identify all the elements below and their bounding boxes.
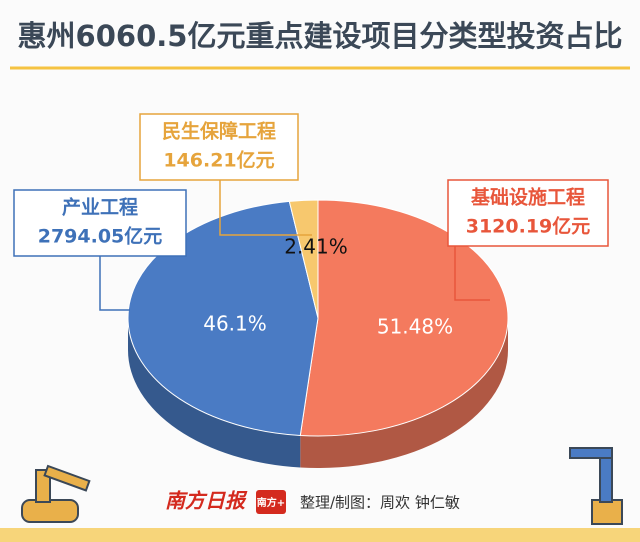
- robot-left: [21, 464, 91, 523]
- credit: 整理/制图：周欢 钟仁敏: [300, 494, 460, 512]
- slice: [127, 200, 319, 437]
- callout-name: 民生保障工程: [162, 120, 276, 143]
- slice: [288, 199, 319, 319]
- callout-name: 基础设施工程: [470, 186, 585, 209]
- leader-line: [99, 256, 130, 311]
- logo-box: [256, 490, 286, 514]
- value-label: 2.41%: [284, 235, 348, 259]
- brand: 南方日报: [165, 489, 248, 513]
- value-label: 51.48%: [377, 315, 453, 339]
- bottom-strip: [0, 528, 640, 542]
- callout-amount: 2794.05亿元: [38, 225, 163, 248]
- slice: [299, 199, 509, 437]
- slice-side: [300, 318, 508, 468]
- logo: 南方+: [257, 496, 285, 509]
- value-label: 46.1%: [203, 312, 267, 336]
- callout-name: 产业工程: [62, 196, 138, 219]
- leader-line: [454, 246, 490, 301]
- callout-box: [447, 179, 609, 247]
- robot-right: [569, 447, 623, 525]
- leader-line: [219, 180, 312, 236]
- callout-amount: 3120.19亿元: [466, 215, 591, 238]
- callout-box: [13, 189, 187, 257]
- callout-box: [139, 113, 299, 181]
- callout-amount: 146.21亿元: [163, 149, 274, 172]
- chart-title: 惠州6060.5亿元重点建设项目分类型投资占比: [18, 19, 623, 53]
